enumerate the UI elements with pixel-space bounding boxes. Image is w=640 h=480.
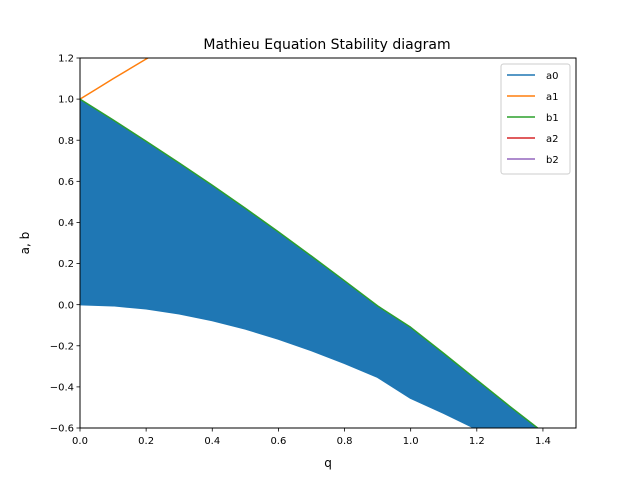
plot-layer (80, 58, 539, 428)
y-tick-label: 0.6 (58, 177, 74, 188)
y-tick-label: −0.4 (50, 382, 74, 393)
x-axis-label: q (324, 456, 332, 470)
legend-label-b2: b2 (546, 155, 559, 166)
plot-frame (79, 57, 577, 429)
legend: a0 a1 b1 a2 b2 (500, 63, 571, 175)
legend-box (500, 63, 571, 175)
y-tick-label: 1.2 (58, 54, 74, 65)
series-line-a1 (80, 58, 150, 100)
legend-label-a1: a1 (546, 92, 559, 103)
y-tick-label: 0.8 (58, 136, 74, 147)
x-tick-label: 0.0 (72, 436, 88, 447)
chart-title: Mathieu Equation Stability diagram (203, 37, 450, 53)
x-tick-label: 0.8 (337, 436, 353, 447)
legend-label-a2: a2 (546, 134, 559, 145)
y-tick-label: 0.2 (58, 259, 74, 270)
x-tick-label: 0.2 (138, 436, 154, 447)
y-tick-label: 0.0 (58, 300, 74, 311)
x-tick-label: 0.4 (204, 436, 220, 447)
y-tick-label: 1.0 (58, 95, 74, 106)
y-axis-label: a, b (18, 232, 32, 255)
stable-region-fill (80, 99, 538, 428)
series-line-b1 (80, 98, 539, 428)
x-tick-label: 1.0 (403, 436, 419, 447)
y-axis: −0.6 −0.4 −0.2 0.0 0.2 0.4 0.6 0.8 1.0 1.2 (50, 54, 80, 435)
x-tick-label: 0.6 (270, 436, 286, 447)
legend-label-b1: b1 (546, 113, 559, 124)
y-tick-label: −0.2 (50, 341, 74, 352)
x-tick-label: 1.2 (469, 436, 485, 447)
y-tick-label: −0.6 (50, 424, 74, 435)
y-tick-label: 0.4 (58, 218, 74, 229)
legend-label-a0: a0 (546, 71, 559, 82)
x-axis: 0.0 0.2 0.4 0.6 0.8 1.0 1.2 1.4 (72, 428, 551, 447)
x-tick-label: 1.4 (535, 436, 551, 447)
series-line-a0 (80, 303, 476, 428)
